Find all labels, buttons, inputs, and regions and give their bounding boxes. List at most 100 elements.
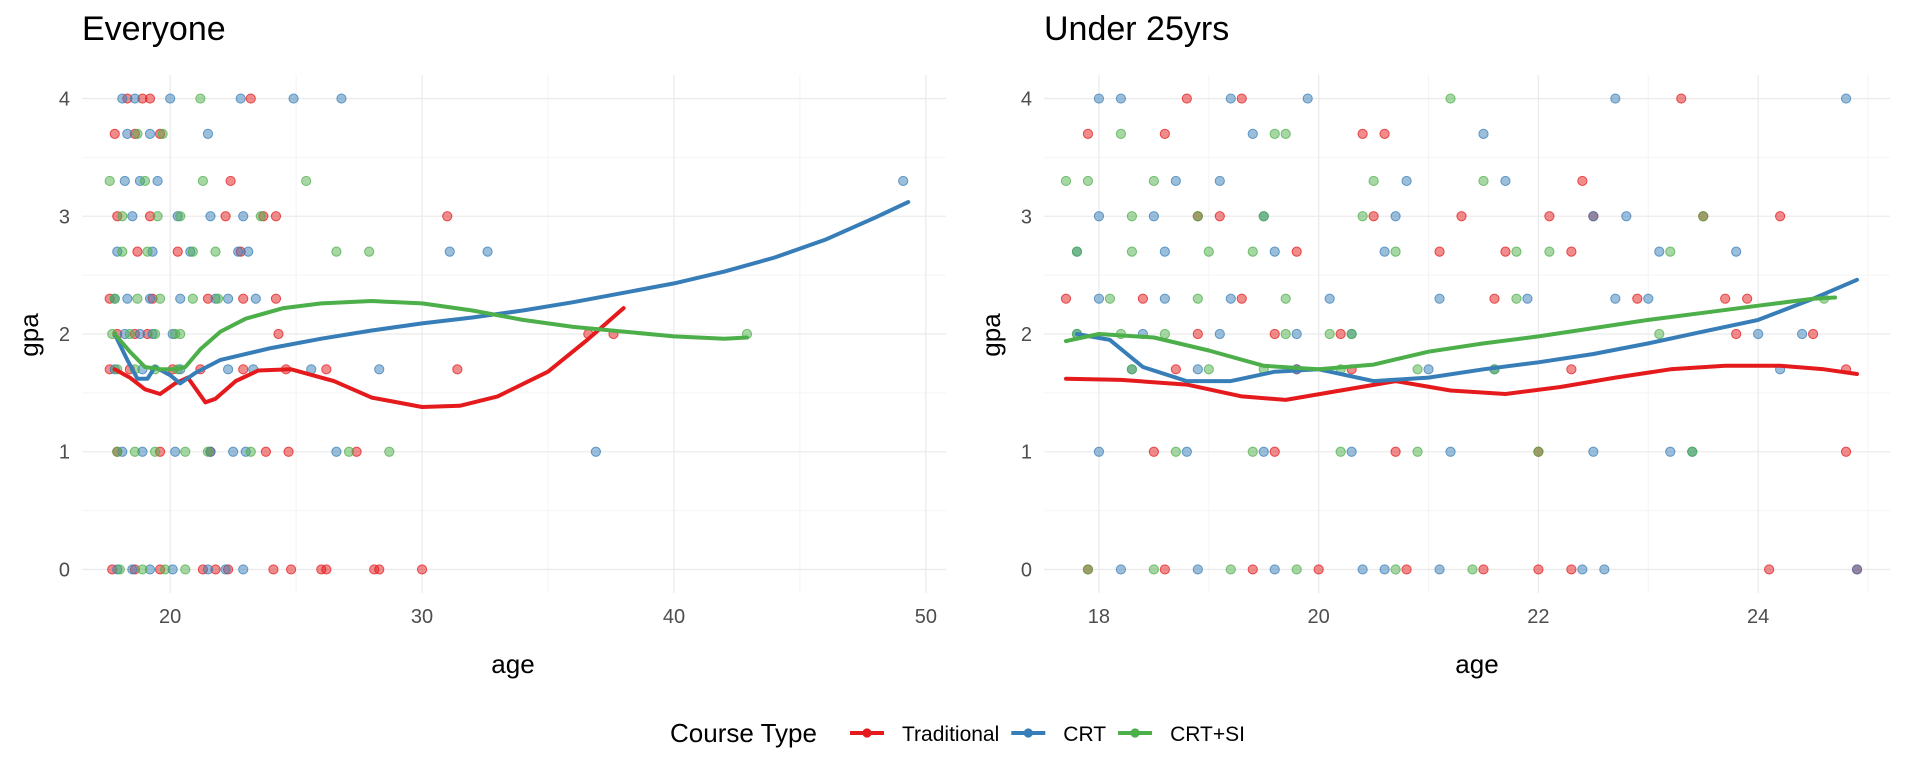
scatter-point xyxy=(1082,128,1094,139)
scatter-point xyxy=(1082,564,1094,575)
scatter-point xyxy=(1313,564,1324,575)
scatter-point xyxy=(175,293,186,304)
scatter-point xyxy=(288,93,299,104)
legend-label: CRT+SI xyxy=(1170,723,1245,746)
scatter-point xyxy=(1423,364,1434,375)
scatter-point xyxy=(1412,364,1423,375)
y-tick-label: 4 xyxy=(1021,89,1032,111)
scatter-point xyxy=(1203,364,1214,375)
scatter-point xyxy=(117,93,128,104)
smooth-line-crt-plus-si xyxy=(1064,295,1838,372)
scatter-point xyxy=(270,211,282,222)
scatter-series-crt-plus-si xyxy=(104,93,753,575)
scatter-point xyxy=(416,564,428,575)
scatter-point xyxy=(1093,293,1105,304)
scatter-point xyxy=(1807,328,1819,340)
legend-item-traditional: Traditional xyxy=(850,723,999,746)
scatter-point xyxy=(1654,246,1665,257)
scatter-point xyxy=(336,93,347,104)
scatter-point xyxy=(374,364,385,375)
scatter-point xyxy=(1269,246,1280,257)
scatter-point xyxy=(1610,93,1621,104)
scatter-point xyxy=(1720,293,1731,304)
scatter-point xyxy=(175,211,186,222)
scatter-point xyxy=(1456,211,1467,222)
scatter-point xyxy=(1851,564,1863,575)
scatter-point xyxy=(238,364,249,375)
scatter-point xyxy=(1566,364,1577,375)
scatter-point xyxy=(1390,446,1401,457)
scatter-point xyxy=(154,293,166,304)
scatter-point xyxy=(144,93,156,104)
scatter-point xyxy=(129,446,140,457)
scatter-point xyxy=(1170,446,1181,457)
scatter-point xyxy=(238,211,249,222)
scatter-point xyxy=(331,446,342,457)
scatter-point xyxy=(1390,211,1401,222)
scatter-point xyxy=(452,364,463,375)
legend-item-crt-plus-si: CRT+SI xyxy=(1118,723,1245,746)
scatter-point xyxy=(180,446,191,457)
scatter-point xyxy=(1093,211,1105,222)
scatter-point xyxy=(1324,293,1335,304)
smooth-line-crt xyxy=(112,200,911,386)
scatter-point xyxy=(1489,293,1500,304)
scatter-point xyxy=(1687,446,1698,457)
scatter-point xyxy=(1840,93,1852,104)
scatter-point xyxy=(1390,564,1401,575)
scatter-point xyxy=(1093,446,1105,457)
panel-everyone: Everyone gpa age 20 30 40 50 0 1 2 3 4 xyxy=(14,10,946,679)
scatter-point xyxy=(1159,328,1170,340)
scatter-point xyxy=(301,175,312,187)
scatter-point xyxy=(1478,564,1489,575)
scatter-point xyxy=(1412,446,1423,457)
scatter-point xyxy=(142,246,153,257)
scatter-point xyxy=(127,211,138,222)
scatter-point xyxy=(1126,246,1137,257)
scatter-point xyxy=(1126,211,1137,222)
y-tick-label: 2 xyxy=(59,324,70,346)
scatter-point xyxy=(1170,364,1181,375)
scatter-point xyxy=(222,293,234,304)
scatter-point xyxy=(1445,93,1456,104)
scatter-point xyxy=(1577,564,1588,575)
scatter-point xyxy=(238,293,249,304)
scatter-point xyxy=(245,446,256,457)
scatter-point xyxy=(122,293,133,304)
scatter-point xyxy=(132,293,143,304)
scatter-point xyxy=(1192,364,1203,375)
scatter-point xyxy=(1335,328,1346,340)
legend: Course Type Traditional CRT CRT+SI xyxy=(670,718,1245,748)
scatter-point xyxy=(1148,175,1159,187)
scatter-point xyxy=(1236,293,1247,304)
scatter-point xyxy=(1379,246,1390,257)
scatter-point xyxy=(1291,246,1302,257)
scatter-point xyxy=(1566,564,1577,575)
scatter-point xyxy=(1258,446,1269,457)
scatter-point xyxy=(1346,446,1357,457)
x-tick-label: 30 xyxy=(411,606,433,628)
scatter-point xyxy=(1148,211,1159,222)
gridlines xyxy=(82,75,946,593)
scatter-point xyxy=(132,246,143,257)
scatter-point xyxy=(119,175,130,187)
scatter-point xyxy=(343,446,355,457)
scatter-point xyxy=(1247,246,1258,257)
y-tick-label: 0 xyxy=(59,559,70,581)
scatter-point xyxy=(1390,246,1401,257)
scatter-point xyxy=(250,293,261,304)
scatter-point xyxy=(152,175,163,187)
scatter-point xyxy=(1368,211,1379,222)
scatter-point xyxy=(132,128,143,139)
scatter-point xyxy=(1247,446,1258,457)
panel-title: Everyone xyxy=(82,10,226,48)
scatter-point xyxy=(1060,175,1072,187)
scatter-point xyxy=(202,564,214,575)
scatter-point xyxy=(1302,93,1313,104)
scatter-point xyxy=(1379,128,1390,139)
smooth-line-traditional xyxy=(112,306,626,409)
scatter-point xyxy=(205,211,216,222)
scatter-point xyxy=(1071,246,1083,257)
legend-title: Course Type xyxy=(670,718,817,748)
scatter-point xyxy=(1797,328,1808,340)
